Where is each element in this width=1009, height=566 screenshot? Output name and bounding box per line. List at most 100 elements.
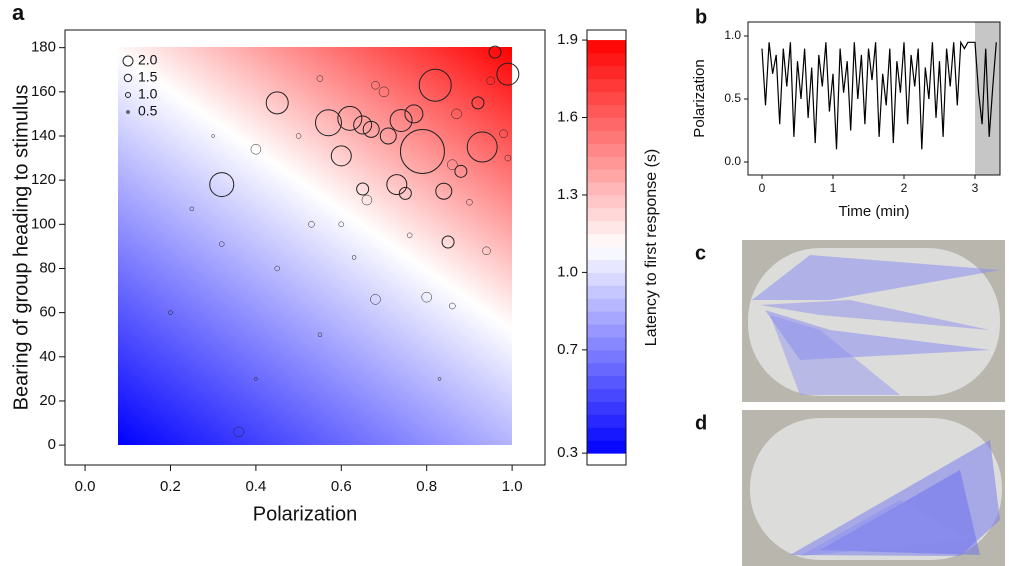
bubble <box>406 232 413 239</box>
x-tick-label: 0.8 <box>416 478 437 495</box>
bubble <box>504 154 512 162</box>
colorbar-band <box>587 298 626 312</box>
x-tick-label: 0 <box>759 181 766 195</box>
bubble <box>338 221 345 228</box>
colorbar-band <box>587 388 626 402</box>
x-tick-label: 1.0 <box>502 478 523 495</box>
bubble <box>466 131 498 163</box>
colorbar-band <box>587 349 626 364</box>
colorbar-band <box>587 169 626 183</box>
bubble <box>351 255 357 260</box>
size-legend-mark <box>125 92 131 98</box>
tank-image-c <box>742 240 1005 402</box>
colorbar-band <box>587 324 626 338</box>
bubble <box>314 109 342 137</box>
bubble <box>361 194 373 206</box>
size-legend-label: 1.0 <box>138 86 158 102</box>
y-tick-label: 1.0 <box>724 28 741 42</box>
bubble <box>274 265 280 272</box>
colorbar-band <box>587 246 626 261</box>
bubble <box>370 294 381 305</box>
bubble <box>209 172 235 198</box>
bubble <box>379 127 397 145</box>
bubble <box>449 302 456 310</box>
bubble <box>421 291 432 303</box>
colorbar-band <box>587 220 626 235</box>
size-legend-label: 0.5 <box>138 103 158 119</box>
x-tick-label: 0.0 <box>75 478 96 495</box>
colorbar-band <box>587 78 626 93</box>
y-tick-label: 140 <box>31 127 56 144</box>
bubble <box>189 206 195 212</box>
size-legend-mark <box>123 73 133 83</box>
colorbar-band <box>587 117 626 131</box>
colorbar-band <box>587 65 626 80</box>
colorbar-band <box>587 375 626 390</box>
colorbar-tick-label: 1.9 <box>557 31 578 48</box>
size-legend-mark <box>122 55 134 67</box>
colorbar-band <box>587 414 626 428</box>
bubble <box>451 108 462 120</box>
colorbar-tick-label: 1.6 <box>557 108 578 125</box>
bubble <box>371 80 380 90</box>
bubble <box>330 145 352 167</box>
y-tick-label: 40 <box>39 348 56 365</box>
y-tick-label: 180 <box>31 39 56 56</box>
colorbar-band <box>587 311 626 325</box>
polarization-line <box>761 40 997 150</box>
colorbar-tick-label: 0.7 <box>557 341 578 358</box>
colorbar-tick-label: 1.0 <box>557 263 578 280</box>
colorbar-band <box>587 427 626 441</box>
y-tick-label: 120 <box>31 171 56 188</box>
bubble <box>168 310 173 315</box>
bubble <box>356 182 370 196</box>
bubble <box>378 86 390 98</box>
x-tick-label: 3 <box>972 181 979 195</box>
bubble <box>447 159 458 170</box>
bubble <box>496 62 520 86</box>
y-tick-label: 20 <box>39 392 56 409</box>
size-legend-mark <box>126 110 130 114</box>
bubble <box>362 120 380 138</box>
colorbar-band <box>587 40 626 54</box>
colorbar-label: Latency to first response (s) <box>643 149 660 346</box>
colorbar-tick-label: 1.3 <box>557 186 578 203</box>
y-tick-label: 0.5 <box>724 91 741 105</box>
colorbar-band <box>587 233 626 248</box>
bubble <box>265 91 289 115</box>
y-axis-label: Polarization <box>691 59 708 137</box>
plot-frame <box>64 29 546 466</box>
colorbar-band <box>587 194 626 209</box>
bubble <box>316 75 324 82</box>
bubble <box>295 133 302 139</box>
bubble <box>435 182 453 200</box>
colorbar-band <box>587 52 626 67</box>
panel-label: a <box>12 0 25 25</box>
bubble <box>466 198 473 206</box>
bubble <box>441 235 455 249</box>
colorbar-band <box>587 156 626 170</box>
bubble <box>337 105 363 131</box>
colorbar-band <box>587 182 626 196</box>
latency-surface <box>118 47 512 445</box>
colorbar-band <box>587 285 626 299</box>
bubble <box>233 426 245 438</box>
y-tick-label: 160 <box>31 83 56 100</box>
x-tick-label: 2 <box>901 181 908 195</box>
y-tick-label: 80 <box>39 259 56 276</box>
bubble <box>399 128 445 174</box>
colorbar-band <box>587 130 626 144</box>
colorbar-band <box>587 91 626 106</box>
colorbar-band <box>587 362 626 377</box>
y-tick-label: 60 <box>39 304 56 321</box>
bubble <box>488 45 502 59</box>
colorbar-band <box>587 207 626 222</box>
colorbar-frame <box>586 29 627 466</box>
x-tick-label: 0.4 <box>245 478 266 495</box>
bubble <box>250 143 262 155</box>
bubble <box>437 377 442 381</box>
bubble <box>386 174 408 196</box>
bubble <box>486 76 496 86</box>
bubble <box>404 104 424 124</box>
